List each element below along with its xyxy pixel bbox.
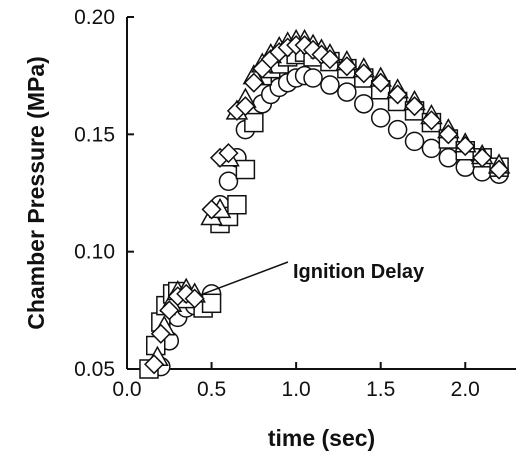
diamond-marker-series-4 [353,63,374,84]
x-tick-label: 0.0 [112,378,141,401]
diamond-marker-series-4 [489,159,510,180]
y-tick-label: 0.20 [74,6,115,29]
circle-marker-series-1 [370,108,391,128]
x-tick-label: 0.5 [197,378,226,401]
y-ticks: 0.05 0.10 0.15 0.20 [74,6,134,381]
y-tick-label: 0.10 [74,241,115,264]
annotation-leader-line [202,261,289,295]
diamond-marker-series-4 [184,288,205,309]
diamond-marker-series-4 [243,72,264,93]
x-tick-label: 1.0 [282,378,311,401]
diamond-marker-series-4 [150,323,171,344]
x-tick-label: 2.0 [451,378,480,401]
diamond-marker-series-4 [319,49,341,70]
axes: 0.0 0.5 1.0 1.5 2.0 0.05 0.10 0.15 0.20 [74,6,516,401]
circle-marker-series-1 [303,68,323,88]
diamond-marker-series-4 [438,124,459,145]
square-marker-series-2 [235,159,256,180]
square-marker-series-2 [227,194,247,215]
y-axis-label: Chamber Pressure (MPa) [23,56,49,330]
y-tick-label: 0.05 [74,358,115,381]
diamond-marker-series-4 [159,300,180,321]
diamond-marker-series-4 [201,199,222,220]
diamond-marker-series-4 [455,136,476,157]
circle-marker-series-1 [455,157,476,177]
x-axis-label: time (sec) [268,425,375,451]
square-marker-series-2 [244,112,264,133]
circle-marker-series-1 [354,94,374,114]
circle-marker-series-1 [337,82,357,102]
diamond-marker-series-4 [472,147,493,168]
circle-marker-series-1 [421,138,442,159]
annotation-text: Ignition Delay [293,261,425,283]
diamond-marker-series-4 [421,110,442,131]
circle-marker-series-1 [404,131,425,152]
square-marker-series-2 [201,293,222,314]
circle-marker-series-1 [387,119,408,140]
diamond-marker-series-4 [235,96,256,117]
diamond-marker-series-4 [370,72,391,93]
circle-marker-series-1 [320,75,340,95]
diamond-marker-series-4 [404,96,425,117]
diamond-marker-series-4 [218,143,239,164]
diamond-marker-series-4 [144,354,165,375]
x-tick-label: 1.5 [366,378,395,401]
data-marks [139,28,511,379]
y-tick-label: 0.15 [74,123,115,146]
diamond-marker-series-4 [387,84,408,105]
annotation: Ignition Delay [202,261,425,295]
diamond-marker-series-4 [336,56,357,77]
x-ticks: 0.0 0.5 1.0 1.5 2.0 [112,362,480,401]
circle-marker-series-1 [218,171,239,192]
